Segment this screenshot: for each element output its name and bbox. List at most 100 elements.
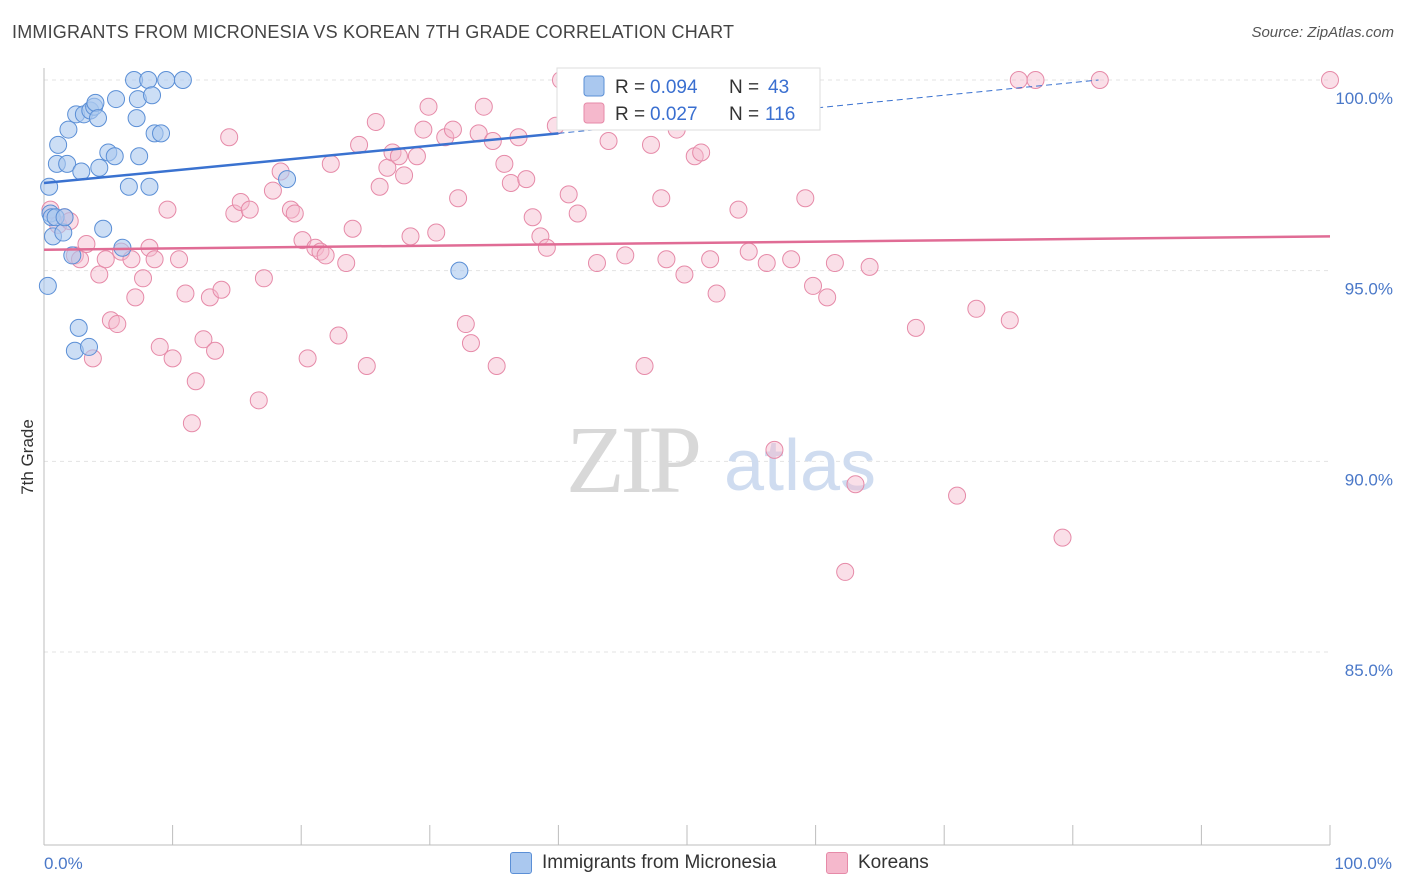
y-tick-label: 90.0% [1345, 470, 1393, 489]
x-tick-label-max: 100.0% [1334, 854, 1392, 873]
micronesia-point [72, 162, 91, 181]
micronesia-points [38, 71, 469, 360]
korean-point [757, 254, 776, 273]
korean-point [523, 208, 542, 227]
korean-point [692, 143, 711, 162]
korean-point [370, 177, 389, 196]
korean-point [1090, 71, 1109, 89]
korean-point [285, 204, 304, 223]
micronesia-point [173, 71, 192, 89]
legend-r-label-1: R = [615, 77, 650, 98]
korean-point [1000, 311, 1019, 330]
micronesia-point [119, 177, 138, 196]
korean-point [495, 154, 514, 173]
korean-point [635, 357, 654, 375]
korean-point [537, 238, 556, 257]
korean-point [599, 132, 618, 151]
korean-point [449, 189, 468, 208]
micronesia-point [94, 219, 113, 238]
korean-point [150, 337, 169, 356]
x-tick-marks [43, 825, 1331, 845]
korean-point [263, 181, 282, 200]
korean-point [443, 120, 462, 139]
korean-point [474, 97, 493, 116]
micronesia-point [54, 223, 73, 242]
korean-point [220, 128, 239, 147]
korean-point [407, 147, 426, 166]
micronesia-trend-line [43, 132, 559, 185]
korean-point [818, 288, 837, 307]
korean-point [860, 257, 879, 276]
korean-point [182, 414, 201, 433]
korean-point [501, 173, 520, 192]
micronesia-point [157, 71, 176, 89]
micronesia-point [105, 147, 124, 166]
y-tick-label: 100.0% [1335, 89, 1393, 108]
korean-point [456, 315, 475, 334]
micronesia-point [127, 109, 146, 128]
korean-point [427, 223, 446, 242]
korean-point [675, 265, 694, 284]
korean-point [366, 112, 385, 131]
korean-point [652, 189, 671, 208]
korean-point [616, 246, 635, 265]
legend-n-value-1: 43 [768, 77, 789, 98]
legend-swatch-icon [510, 852, 532, 874]
legend-r-label-2: R = [615, 104, 650, 125]
micronesia-point [69, 318, 88, 337]
korean-point [657, 250, 676, 269]
korean-point [212, 280, 231, 299]
micronesia-point [107, 90, 126, 109]
bottom-legend-item-micronesia[interactable]: Immigrants from Micronesia [510, 852, 776, 874]
micronesia-point [58, 154, 77, 173]
korean-point [559, 185, 578, 204]
korean-point [739, 242, 758, 261]
korean-point [194, 330, 213, 349]
korean-point [316, 246, 335, 265]
korean-point [461, 334, 480, 353]
bottom-legend-label-1: Immigrants from Micronesia [542, 852, 777, 873]
legend-swatch-blue [583, 75, 605, 97]
korean-point [804, 276, 823, 295]
micronesia-point [90, 158, 109, 177]
korean-point [90, 265, 109, 284]
micronesia-point [49, 135, 68, 154]
korean-point [765, 440, 784, 459]
korean-point [436, 128, 455, 147]
micronesia-point [80, 337, 99, 356]
korean-point [298, 349, 317, 368]
korean-point [108, 315, 127, 334]
korean-point [836, 562, 855, 581]
korean-point [414, 120, 433, 139]
korean-point [707, 284, 726, 303]
legend-swatch-icon [826, 852, 848, 874]
korean-point [240, 200, 259, 219]
korean-point [906, 318, 925, 337]
korean-point [419, 97, 438, 116]
korean-point [329, 326, 348, 345]
watermark-atlas: atlas [724, 426, 876, 506]
korean-point [337, 254, 356, 273]
micronesia-point [450, 261, 469, 280]
korean-point [170, 250, 189, 269]
legend-box: R = 0.094 N = 43 R = 0.027 N = 116 [556, 67, 821, 131]
legend-n-label-1: N = [729, 77, 764, 98]
korean-point [158, 200, 177, 219]
micronesia-point [89, 109, 108, 128]
korean-point [249, 391, 268, 410]
micronesia-point [278, 170, 297, 189]
korean-point [1321, 71, 1339, 89]
legend-swatch-pink [583, 102, 605, 124]
micronesia-point [152, 124, 171, 143]
y-axis-label: 7th Grade [18, 419, 37, 495]
korean-point [1026, 71, 1045, 89]
korean-point [395, 166, 414, 185]
korean-point [1009, 71, 1028, 89]
korean-point [729, 200, 748, 219]
grid-lines [44, 79, 1330, 653]
korean-point [134, 269, 153, 288]
korean-point [254, 269, 273, 288]
watermark-zip: ZIP [566, 406, 699, 513]
korean-point [145, 250, 164, 269]
bottom-legend-item-koreans[interactable]: Koreans [826, 852, 929, 874]
